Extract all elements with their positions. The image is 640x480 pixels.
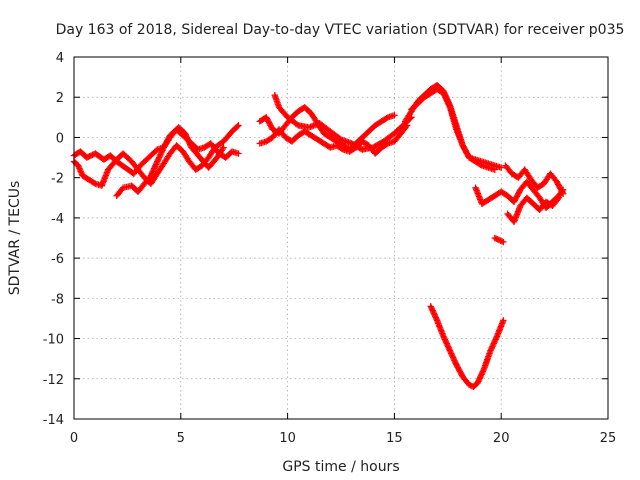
data-point <box>493 235 500 242</box>
data-point <box>219 145 226 153</box>
data-point <box>234 123 241 130</box>
data-point <box>90 179 98 187</box>
y-tick-label: -10 <box>43 333 64 348</box>
data-point <box>86 153 93 160</box>
data-point <box>559 189 566 196</box>
series-seg13 <box>427 303 507 391</box>
data-point <box>85 153 92 161</box>
y-tick-label: -12 <box>43 373 64 388</box>
data-point <box>491 234 498 242</box>
data-point <box>383 114 390 122</box>
data-point <box>235 150 242 157</box>
x-tick-label: 25 <box>600 431 617 446</box>
plot-frame <box>73 56 609 420</box>
data-point <box>491 166 498 173</box>
series-seg12 <box>491 234 507 246</box>
data-point <box>293 121 301 128</box>
data-point <box>498 164 505 171</box>
y-tick-label: -4 <box>51 212 64 227</box>
grid-lines <box>73 56 609 420</box>
data-point <box>477 161 484 168</box>
data-points <box>70 81 567 391</box>
data-point <box>87 152 95 159</box>
x-tick-label: 5 <box>177 431 185 446</box>
data-point <box>559 190 567 197</box>
data-point <box>494 236 501 243</box>
series-seg6 <box>271 92 415 153</box>
data-point <box>555 194 563 201</box>
data-point <box>500 317 507 324</box>
data-point <box>554 195 562 203</box>
y-axis-label: SDTVAR / TECUs <box>7 181 23 296</box>
y-tick-label: -2 <box>51 172 64 187</box>
y-tick-label: -6 <box>51 252 64 267</box>
series-seg11 <box>504 194 563 226</box>
data-point <box>83 154 91 161</box>
series-seg3 <box>113 124 227 199</box>
data-point <box>220 144 227 151</box>
data-point <box>338 145 346 152</box>
series-seg8 <box>408 85 498 173</box>
x-tick-label: 20 <box>493 431 510 446</box>
y-tick-label: 4 <box>56 51 64 66</box>
x-tick-label: 0 <box>70 431 78 446</box>
y-tick-label: 2 <box>56 91 64 106</box>
x-tick-label: 10 <box>279 431 296 446</box>
series-seg2 <box>70 122 242 189</box>
y-tick-label: -8 <box>51 292 64 307</box>
x-tick-label: 15 <box>386 431 403 446</box>
x-axis-label: GPS time / hours <box>282 459 399 475</box>
y-tick-label: -14 <box>43 413 64 428</box>
data-point <box>495 236 503 244</box>
data-point <box>391 112 398 119</box>
data-point <box>235 122 242 129</box>
data-point <box>498 238 506 245</box>
data-point <box>497 237 504 244</box>
chart-title: Day 163 of 2018, Sidereal Day-to-day VTE… <box>56 22 625 38</box>
y-axis-ticks: -14 -12 -10 -8 -6 -4 -2 0 2 4 <box>43 51 608 428</box>
data-point <box>500 238 507 246</box>
series-seg10 <box>502 162 567 197</box>
data-point <box>465 381 473 389</box>
x-axis-ticks: 0 5 10 15 20 25 <box>70 57 616 446</box>
series-seg5 <box>256 122 411 157</box>
y-tick-label: 0 <box>56 131 64 146</box>
